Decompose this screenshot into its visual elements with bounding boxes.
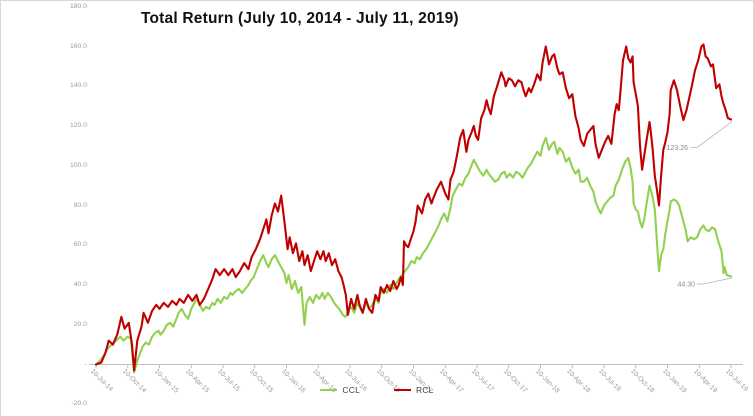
y-axis-tick-label: 120.0 — [69, 122, 87, 129]
legend: CCL RCL — [1, 385, 753, 395]
y-axis-tick-label: 100.0 — [69, 161, 87, 169]
y-axis-tick-label: 20.0 — [73, 320, 87, 328]
y-axis-tick-label: 40.0 — [73, 281, 87, 288]
ccl-line — [94, 136, 733, 374]
rcl-end-value-label: 123.26 — [667, 145, 689, 152]
y-axis-tick-label: 60.0 — [73, 241, 87, 249]
legend-item-ccl: CCL — [320, 385, 360, 395]
legend-label-ccl: CCL — [342, 385, 360, 395]
y-axis-tick-label: - — [84, 360, 87, 368]
legend-item-rcl: RCL — [394, 385, 434, 395]
ccl-end-value-label: 44.30 — [677, 281, 695, 288]
rcl-callout-leader — [690, 121, 733, 148]
y-axis-tick-label: 160.0 — [69, 42, 87, 50]
ccl-line-swatch — [320, 388, 338, 392]
y-axis-tick-label: 80.0 — [73, 201, 87, 209]
rcl-line — [94, 43, 733, 372]
chart-title: Total Return (July 10, 2014 - July 11, 2… — [141, 10, 459, 27]
y-axis-tick-label: 140.0 — [69, 82, 87, 90]
y-axis-tick-label: 180.0 — [69, 2, 87, 10]
legend-label-rcl: RCL — [416, 385, 434, 395]
rcl-line-swatch — [394, 388, 411, 392]
ccl-callout-leader — [697, 277, 733, 285]
y-axis-tick-label: -20.0 — [71, 400, 88, 408]
